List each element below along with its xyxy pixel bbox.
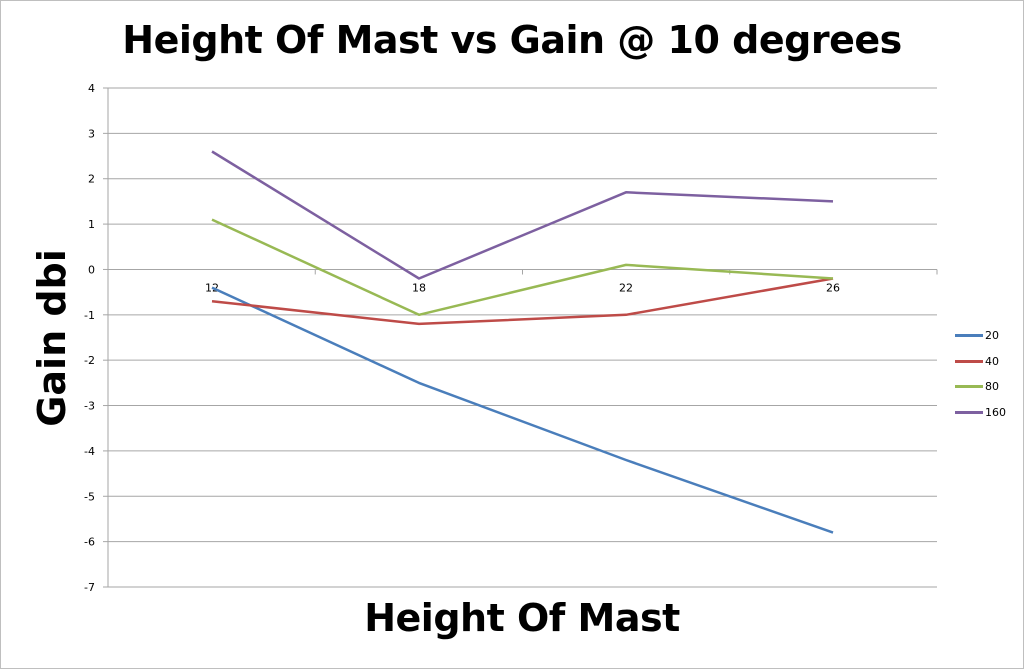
- x-tick-label: 26: [826, 281, 840, 294]
- legend-swatch: [955, 385, 983, 389]
- y-tick-label: 3: [88, 127, 95, 140]
- legend-swatch: [955, 410, 983, 414]
- legend-label: 160: [985, 405, 1006, 419]
- x-axis-label: Height Of Mast: [364, 596, 680, 640]
- y-tick-label: -1: [84, 309, 95, 322]
- x-tick-label: 18: [412, 281, 426, 294]
- series-line-80: [211, 218, 834, 317]
- legend-item-80: 80: [955, 374, 1006, 400]
- legend-label: 80: [985, 380, 999, 394]
- gridlines: [103, 87, 938, 588]
- y-tick-label: -7: [84, 581, 95, 594]
- y-tick-label: 2: [88, 173, 95, 186]
- y-tick-label: 1: [88, 218, 95, 231]
- series-line-160: [211, 150, 834, 280]
- y-tick-label: -6: [84, 536, 95, 549]
- legend: 20 40 80 160: [955, 323, 1006, 425]
- series-line-20: [211, 286, 834, 534]
- series-lines: [211, 150, 834, 534]
- x-tick-label: 22: [619, 281, 633, 294]
- legend-label: 40: [985, 354, 999, 368]
- y-tick-label: -3: [84, 400, 95, 413]
- y-tick-label: -2: [84, 354, 95, 367]
- legend-swatch: [955, 359, 983, 363]
- y-tick-label: 0: [88, 263, 95, 276]
- y-axis-ticks: 4 3 2 1 0 -1 -2 -3 -4 -5 -6 -7: [84, 82, 95, 594]
- y-tick-label: -4: [84, 445, 95, 458]
- legend-item-160: 160: [955, 400, 1006, 426]
- series-line-40: [211, 277, 834, 326]
- x-axis-ticks: 12 18 22 26: [205, 281, 840, 294]
- legend-item-40: 40: [955, 349, 1006, 375]
- legend-item-20: 20: [955, 323, 1006, 349]
- y-tick-label: -5: [84, 490, 95, 503]
- y-tick-label: 4: [88, 82, 95, 95]
- legend-label: 20: [985, 329, 999, 343]
- chart-title: Height Of Mast vs Gain @ 10 degrees: [122, 18, 902, 62]
- legend-swatch: [955, 334, 983, 338]
